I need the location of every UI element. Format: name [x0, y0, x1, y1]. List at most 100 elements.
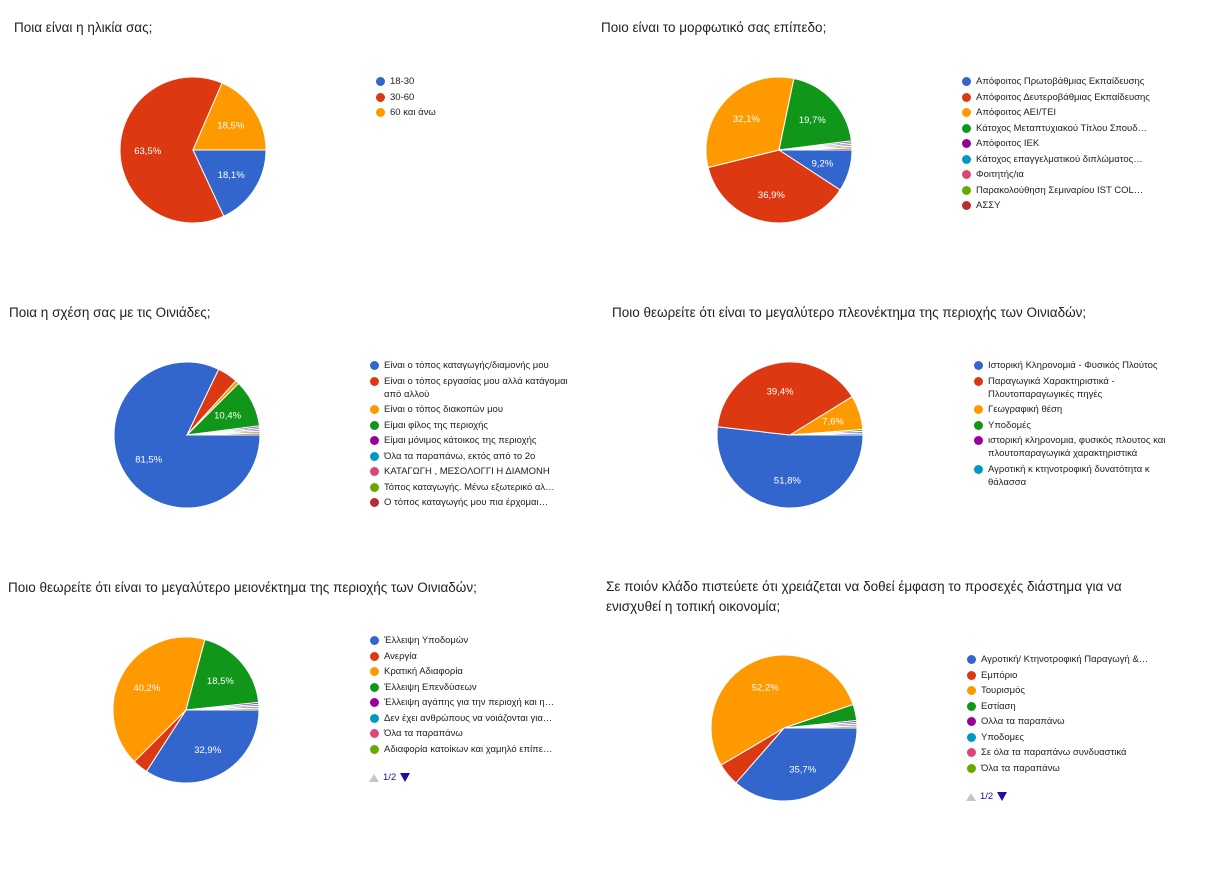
- legend-item[interactable]: Έλλειψη Επενδύσεων: [370, 681, 570, 694]
- legend-item[interactable]: Είναι ο τόπος διακοπών μου: [370, 403, 570, 416]
- legend-item[interactable]: Απόφοιτος Δευτεροβάθμιας Εκπαίδευσης: [962, 91, 1162, 104]
- pie-slice-3[interactable]: [112, 636, 206, 763]
- legend-item[interactable]: 18-30: [376, 75, 576, 88]
- legend-item[interactable]: Όλα τα παραπάνω: [370, 727, 570, 740]
- legend-label: Απόφοιτος Πρωτοβάθμιας Εκπαίδευσης: [976, 76, 1145, 87]
- legend-item[interactable]: Παραγωγικά Χαρακτηριστικά - Πλουτοπαραγω…: [974, 375, 1174, 401]
- next-page-icon[interactable]: [400, 773, 411, 782]
- legend-item[interactable]: Τουρισμός: [967, 684, 1167, 697]
- legend-item[interactable]: Ο τόπος καταγωγής μου πια έρχομαι…: [370, 496, 570, 509]
- legend-item[interactable]: Ανεργία: [370, 650, 570, 663]
- legend-item[interactable]: Είναι ο τόπος εργασίας μου αλλά κατάγομα…: [370, 375, 570, 401]
- legend-swatch-icon: [370, 651, 379, 661]
- legend-item[interactable]: Κρατική Αδιαφορία: [370, 665, 570, 678]
- legend-label: Ανεργία: [384, 650, 417, 662]
- legend-label: Είναι ο τόπος καταγωγής/διαμονής μου: [384, 360, 549, 371]
- pie-slice-4[interactable]: [185, 638, 260, 711]
- pie-slice-1[interactable]: [716, 426, 864, 509]
- legend-item[interactable]: ΚΑΤΑΓΩΓΗ , ΜΕΣΟΛΟΓΓΙ Η ΔΙΑΜΟΝΗ: [370, 465, 570, 478]
- pie-slice-1[interactable]: [735, 727, 858, 802]
- pie-slice-6[interactable]: [789, 432, 864, 436]
- pie-slice-4[interactable]: [778, 77, 852, 151]
- legend-item[interactable]: Όλα τα παραπάνω: [967, 762, 1167, 775]
- pie-data-label: 10,4%: [214, 411, 241, 422]
- pie-data-label: 9,2%: [812, 158, 834, 169]
- previous-page-icon[interactable]: [966, 792, 976, 801]
- legend-label: Είμαι φίλος της περιοχής: [384, 419, 488, 431]
- legend-label: Ολλα τα παραπάνω: [981, 716, 1065, 727]
- pie-slice-9[interactable]: [778, 147, 853, 151]
- legend-item[interactable]: Έλλειψη Υποδομών: [370, 634, 570, 647]
- pie-data-label: 18,1%: [218, 170, 245, 181]
- legend-label: Κάτοχος επαγγελματικού διπλώματος…: [976, 153, 1143, 165]
- legend-item[interactable]: 60 και άνω: [376, 106, 576, 119]
- legend-item[interactable]: ιστορική κληρονομια, φυσικός πλουτος και…: [974, 434, 1174, 460]
- legend-swatch-icon: [974, 464, 983, 474]
- previous-page-icon[interactable]: [369, 773, 379, 782]
- legend-label: Κάτοχος Μεταπτυχιακού Τίτλου Σπουδ…: [976, 122, 1148, 134]
- page-indicator: 1/2: [383, 772, 397, 783]
- legend-item[interactable]: Παρακολούθηση Σεμιναρίου IST COL…: [962, 184, 1162, 197]
- legend-item[interactable]: Γεωγραφική θέση: [974, 403, 1174, 416]
- legend-item[interactable]: Τόπος καταγωγής. Μένω εξωτερικό αλ…: [370, 481, 570, 494]
- legend-swatch-icon: [967, 763, 976, 773]
- legend-item[interactable]: Αδιαφορία κατοίκων και χαμηλό επίπε…: [370, 743, 570, 756]
- pie-slice-3[interactable]: [710, 654, 854, 766]
- legend-label: Υποδομες: [981, 731, 1024, 743]
- legend-item[interactable]: 30-60: [376, 91, 576, 104]
- pie-slice-8[interactable]: [783, 725, 858, 729]
- legend-swatch-icon: [962, 139, 971, 148]
- legend-swatch-icon: [370, 376, 379, 386]
- pie-data-label: 40,2%: [133, 683, 160, 694]
- next-page-icon[interactable]: [997, 792, 1008, 801]
- legend-item[interactable]: Δεν έχει ανθρώπους να νοιάζονται για…: [370, 712, 570, 725]
- legend-item[interactable]: Αγροτική κ κτηνοτροφική δυνατότητα κ θάλ…: [974, 463, 1174, 489]
- legend-item[interactable]: Εμπόριο: [967, 669, 1167, 682]
- legend-item[interactable]: Απόφοιτος ΙΕΚ: [962, 137, 1162, 150]
- legend-label: Γεωγραφική θέση: [988, 404, 1063, 415]
- legend-item[interactable]: Κάτοχος επαγγελματικού διπλώματος…: [962, 153, 1162, 166]
- legend-swatch-icon: [370, 729, 379, 738]
- legend-item[interactable]: Σε όλα τα παραπάνω συνδυαστικά: [967, 746, 1167, 759]
- pie-slice-8[interactable]: [185, 707, 260, 711]
- pie-slice-2[interactable]: [119, 76, 225, 224]
- legend-item[interactable]: Όλα τα παραπάνω, εκτός από το 2ο: [370, 450, 570, 463]
- legend-swatch-icon: [370, 682, 379, 692]
- pie-slice-9[interactable]: [186, 432, 261, 436]
- legend-item[interactable]: Υποδομες: [967, 731, 1167, 744]
- pie-slice-2[interactable]: [707, 149, 841, 224]
- legend-label: Έλλειψη αγάπης για την περιοχή και η…: [384, 697, 555, 708]
- legend-item[interactable]: Έλλειψη αγάπης για την περιοχή και η…: [370, 696, 570, 709]
- legend-label: Αδιαφορία κατοίκων και χαμηλό επίπε…: [384, 743, 553, 755]
- page-indicator: 1/2: [980, 791, 994, 802]
- legend-item[interactable]: Αγροτική/ Κτηνοτροφική Παραγωγή &…: [967, 653, 1167, 666]
- legend-item[interactable]: Απόφοιτος Πρωτοβάθμιας Εκπαίδευσης: [962, 75, 1162, 88]
- legend-label: Έλλειψη Επενδύσεων: [384, 681, 477, 693]
- legend-swatch-icon: [967, 732, 976, 742]
- legend-item[interactable]: Ιστορική Κληρονομιά - Φυσικός Πλούτος: [974, 359, 1174, 372]
- legend-item[interactable]: Φοιτητής/ια: [962, 168, 1162, 181]
- legend-item[interactable]: Είμαι φίλος της περιοχής: [370, 419, 570, 432]
- legend-item[interactable]: Εστίαση: [967, 700, 1167, 713]
- pie-slice-3[interactable]: [705, 76, 795, 169]
- legend-item[interactable]: ΑΣΣΥ: [962, 199, 1162, 212]
- legend-label: Αγροτική κ κτηνοτροφική δυνατότητα κ θάλ…: [988, 463, 1150, 488]
- pie-slice-3[interactable]: [192, 82, 267, 151]
- legend-item[interactable]: Ολλα τα παραπάνω: [967, 715, 1167, 728]
- legend-label: Είναι ο τόπος εργασίας μου αλλά κατάγομα…: [384, 375, 568, 400]
- legend-item[interactable]: Είμαι μόνιμος κάτοικος της περιοχής: [370, 434, 570, 447]
- legend-swatch-icon: [974, 376, 983, 386]
- legend-swatch-icon: [962, 154, 971, 164]
- pie-slice-2[interactable]: [716, 361, 853, 436]
- legend-swatch-icon: [370, 436, 379, 445]
- pie-slice-1[interactable]: [192, 149, 267, 217]
- chart-legend: Ιστορική Κληρονομιά - Φυσικός Πλούτος Παρ…: [974, 359, 1174, 491]
- legend-item[interactable]: Κάτοχος Μεταπτυχιακού Τίτλου Σπουδ…: [962, 122, 1162, 135]
- pie-data-label: 39,4%: [767, 386, 794, 397]
- legend-item[interactable]: Απόφοιτος ΑΕΙ/ΤΕΙ: [962, 106, 1162, 119]
- legend-item[interactable]: Είναι ο τόπος καταγωγής/διαμονής μου: [370, 359, 570, 372]
- chart-title: Σε ποιόν κλάδο πιστεύετε ότι χρειάζεται …: [606, 579, 1122, 614]
- legend-swatch-icon: [376, 77, 385, 86]
- legend-item[interactable]: Υποδομές: [974, 419, 1174, 432]
- pie-chart: 81,5% 10,4%: [113, 361, 261, 509]
